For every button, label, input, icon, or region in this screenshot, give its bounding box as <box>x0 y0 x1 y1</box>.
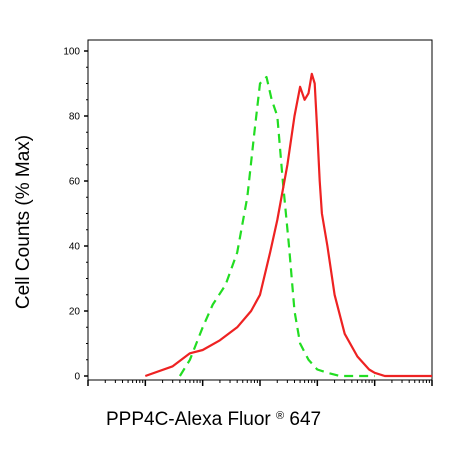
y-tick-label: 0 <box>74 372 80 383</box>
x-axis-title: PPP4C-Alexa Fluor ® 647 <box>106 403 321 430</box>
y-tick-label: 100 <box>63 47 80 58</box>
y-tick-label: 60 <box>69 177 81 188</box>
x-axis-title-main: PPP4C-Alexa Fluor <box>106 409 271 430</box>
y-tick-label: 80 <box>69 112 81 123</box>
plot-frame <box>87 39 433 381</box>
sample-curve <box>144 72 432 378</box>
x-axis-title-suffix: 647 <box>289 409 321 430</box>
y-tick-label: 20 <box>69 307 81 318</box>
axes: 0 20 40 60 80 100 <box>63 39 433 386</box>
histogram-curves <box>144 72 432 378</box>
y-tick-label: 40 <box>69 242 81 253</box>
control-curve <box>178 75 375 378</box>
y-axis-title: Cell Counts (% Max) <box>13 135 34 309</box>
x-axis-title-registered-mark: ® <box>276 410 284 422</box>
